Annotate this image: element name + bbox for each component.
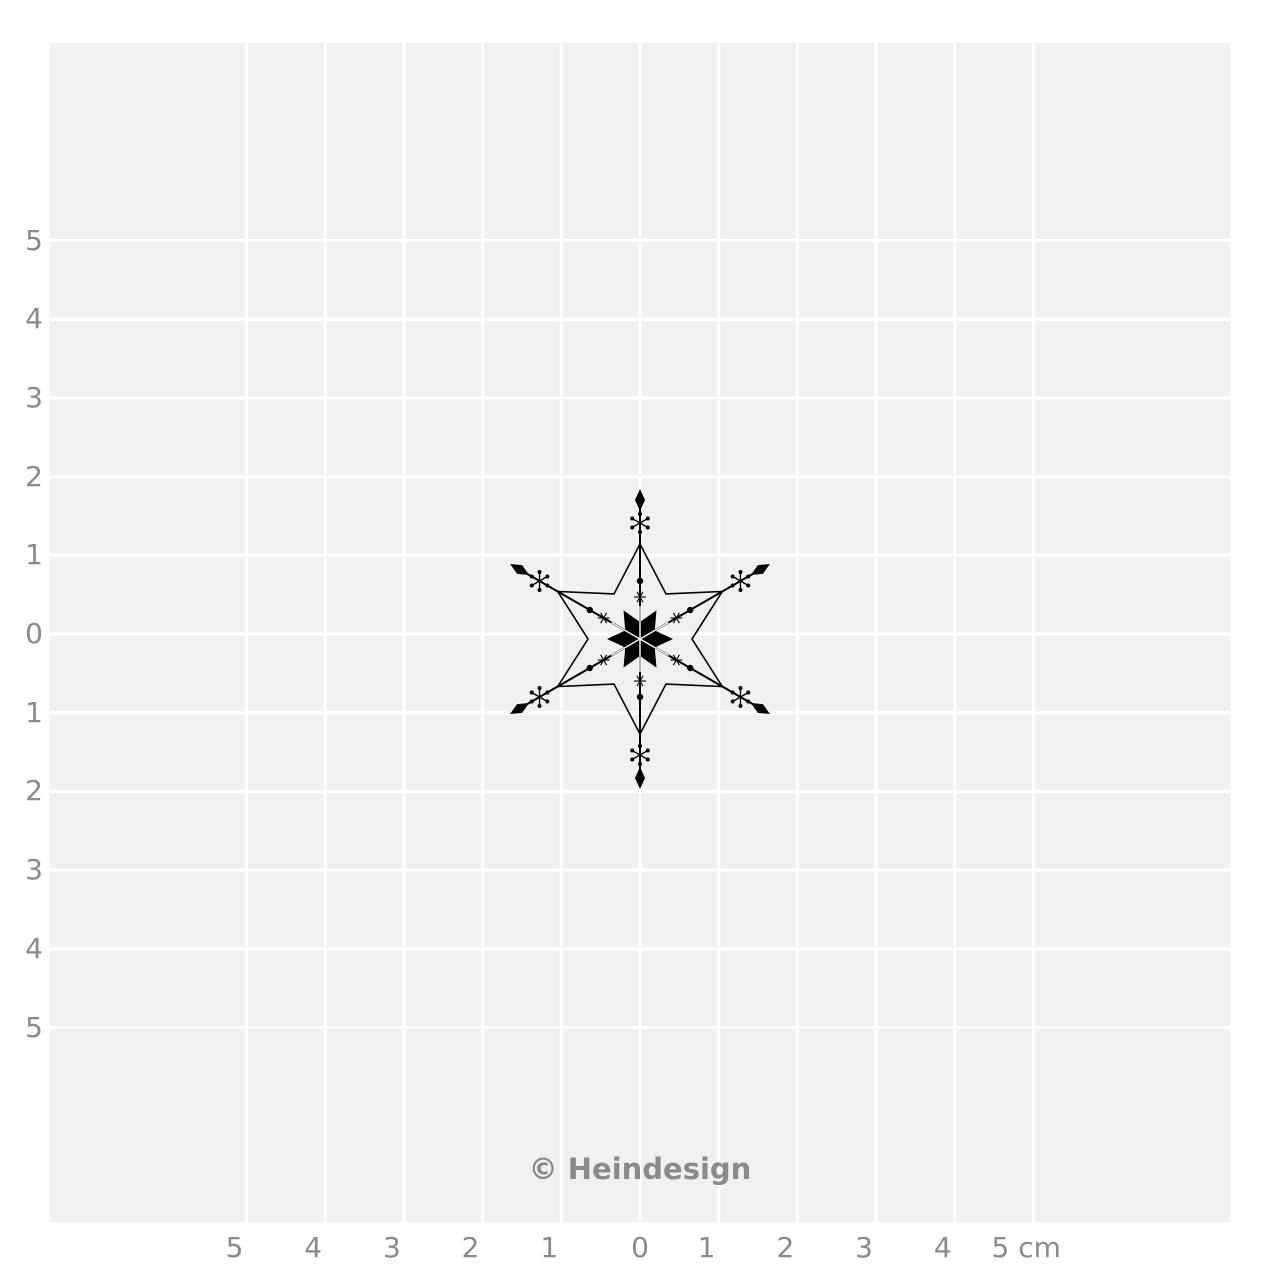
sparkle-dot: [529, 699, 534, 704]
y-axis-label: 4: [25, 302, 43, 336]
sparkle-dot: [738, 704, 743, 708]
sparkle-dot: [638, 762, 642, 766]
sparkle-dot: [545, 690, 550, 695]
sparkle-dot: [746, 574, 751, 579]
y-axis-label: 4: [25, 931, 43, 965]
x-axis-label: 1: [540, 1231, 559, 1264]
x-axis-label: 2: [776, 1231, 795, 1264]
sparkle-dot: [730, 690, 735, 695]
arm-dot: [687, 664, 694, 672]
copyright-text: © Heindesign: [528, 1152, 752, 1186]
sparkle-dot: [545, 699, 550, 704]
arm-dot: [636, 577, 644, 585]
sparkle-dot: [545, 583, 550, 588]
sparkle-dot: [529, 690, 534, 695]
sparkle-dot: [630, 516, 635, 521]
y-axis-label: 5: [25, 223, 43, 257]
diamond-tip: [510, 564, 530, 575]
sparkle-dot: [645, 748, 650, 753]
x-axis-label: 3: [855, 1231, 873, 1264]
sparkle-dot: [730, 583, 735, 588]
sparkle-dot: [537, 704, 542, 708]
sparkle-dot: [630, 748, 635, 753]
sparkle-dot: [630, 525, 635, 530]
sparkle-dot: [638, 512, 642, 516]
sparkle-dot: [529, 583, 534, 588]
x-axis-label: 4: [933, 1231, 952, 1264]
y-axis-label: 2: [25, 459, 43, 493]
diamond-tip: [750, 703, 770, 714]
x-axis-label: 5: [225, 1231, 244, 1264]
y-axis-label: 1: [25, 695, 43, 729]
sparkle-dot: [529, 574, 534, 579]
sparkle-dot: [537, 686, 542, 690]
diamond-tip: [510, 703, 530, 714]
sparkle-dot: [630, 757, 635, 762]
sparkle-dot: [738, 588, 743, 592]
sparkle-dot: [537, 570, 542, 574]
arm-dot: [586, 606, 593, 614]
small-asterisk: [672, 612, 680, 624]
sparkle-dot: [645, 516, 650, 521]
small-asterisk: [636, 591, 644, 603]
sparkle-dot: [645, 757, 650, 762]
sparkle-dot: [738, 570, 743, 574]
sparkle-dot: [738, 686, 743, 690]
sparkle-dot: [638, 530, 642, 534]
y-axis-label: 2: [25, 774, 43, 808]
x-axis-label: 3: [382, 1231, 401, 1264]
y-axis-label: 5: [25, 1010, 43, 1044]
y-axis-label: 0: [25, 617, 43, 650]
sparkle-dot: [638, 744, 642, 748]
sparkle-dot: [746, 699, 751, 704]
diamond-tip: [635, 489, 645, 511]
y-axis-label: 1: [25, 538, 43, 572]
diamond-tip: [750, 564, 770, 575]
arm-dot: [586, 664, 593, 672]
sparkle-dot: [545, 574, 550, 579]
sparkle-dot: [537, 588, 542, 592]
x-axis-label: 0: [631, 1231, 649, 1264]
arm-dot: [687, 606, 694, 614]
diamond-tip: [635, 767, 645, 789]
snowflake-star-icon: [510, 489, 770, 789]
sparkle-dot: [746, 690, 751, 695]
sparkle-dot: [730, 699, 735, 704]
x-axis-label: 2: [461, 1231, 480, 1264]
y-axis-label: 3: [25, 380, 43, 414]
x-axis-label: 5 cm: [991, 1231, 1061, 1264]
sparkle-dot: [746, 583, 751, 588]
x-axis-label: 4: [304, 1231, 323, 1264]
x-axis-label: 1: [697, 1231, 716, 1264]
center-star-divider: [611, 621, 669, 657]
arm-dot: [636, 693, 644, 701]
y-axis-label: 3: [25, 853, 43, 887]
small-asterisk: [600, 654, 608, 666]
small-asterisk: [636, 675, 644, 687]
sparkle-dot: [730, 574, 735, 579]
sparkle-dot: [645, 525, 650, 530]
